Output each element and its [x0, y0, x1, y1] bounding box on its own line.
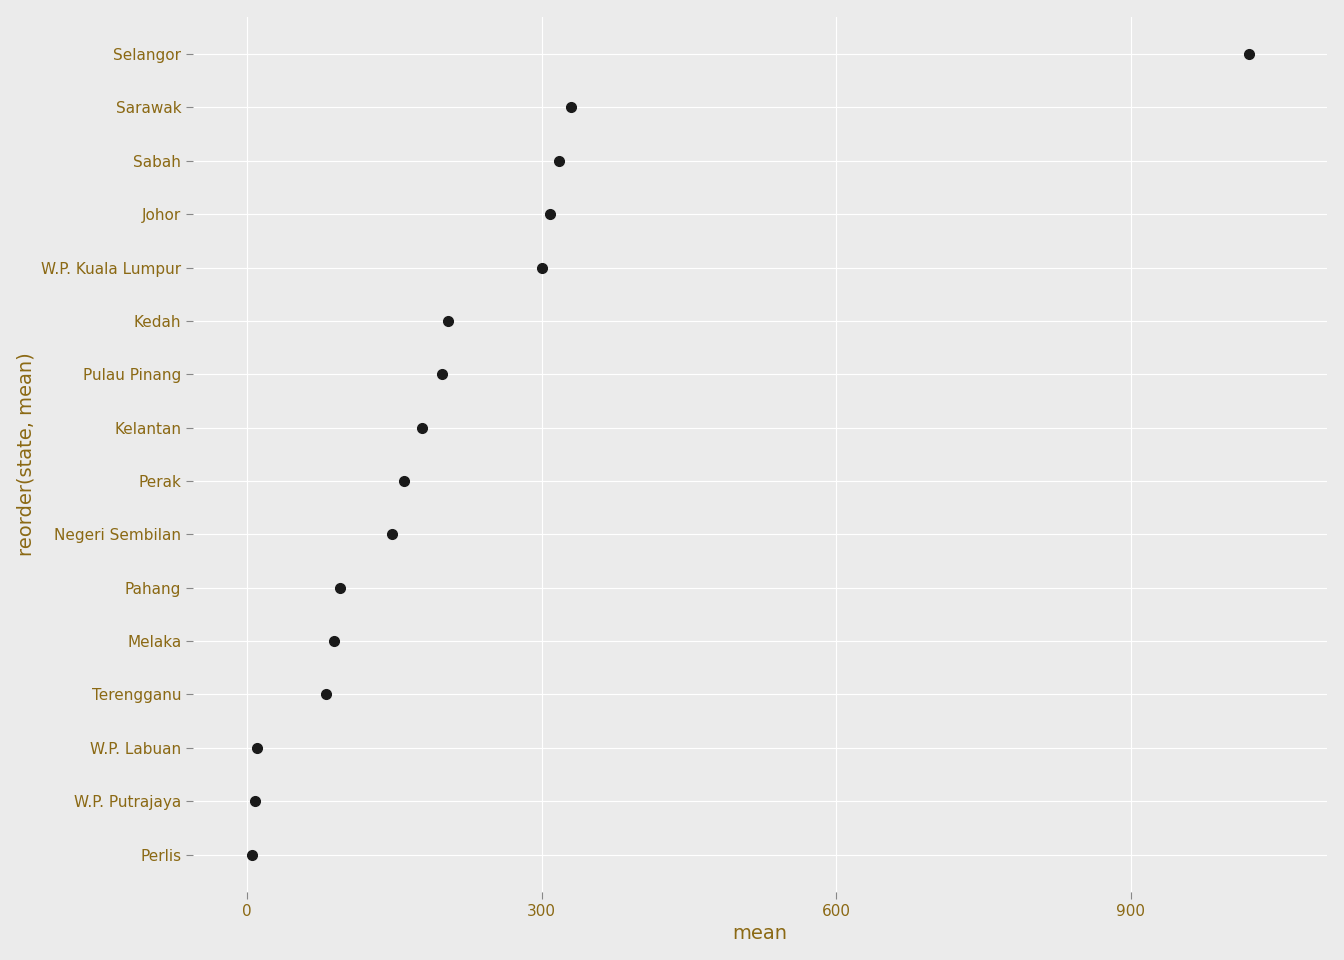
X-axis label: mean: mean [732, 924, 788, 944]
Y-axis label: reorder(state, mean): reorder(state, mean) [16, 352, 36, 556]
